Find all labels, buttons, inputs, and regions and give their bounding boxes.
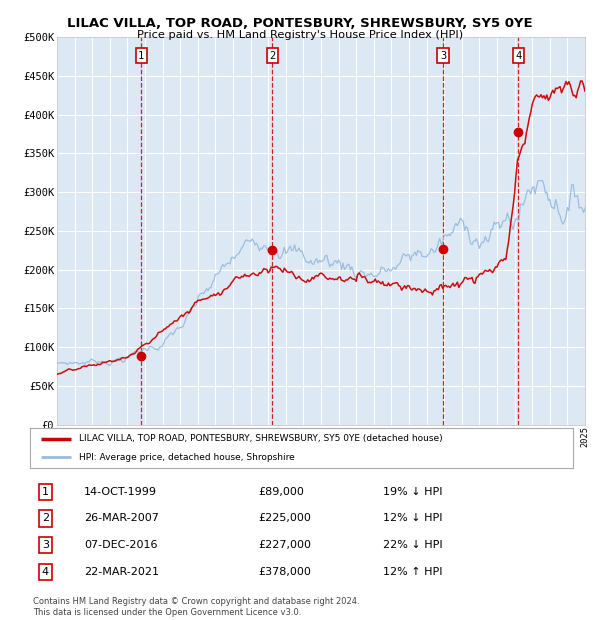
Text: LILAC VILLA, TOP ROAD, PONTESBURY, SHREWSBURY, SY5 0YE: LILAC VILLA, TOP ROAD, PONTESBURY, SHREW… bbox=[67, 17, 533, 30]
Text: 1: 1 bbox=[138, 51, 145, 61]
Text: Contains HM Land Registry data © Crown copyright and database right 2024.
This d: Contains HM Land Registry data © Crown c… bbox=[33, 598, 359, 617]
Text: £378,000: £378,000 bbox=[258, 567, 311, 577]
Text: Price paid vs. HM Land Registry's House Price Index (HPI): Price paid vs. HM Land Registry's House … bbox=[137, 30, 463, 40]
Text: HPI: Average price, detached house, Shropshire: HPI: Average price, detached house, Shro… bbox=[79, 453, 295, 462]
Text: 4: 4 bbox=[515, 51, 521, 61]
Text: £225,000: £225,000 bbox=[258, 513, 311, 523]
Text: LILAC VILLA, TOP ROAD, PONTESBURY, SHREWSBURY, SY5 0YE (detached house): LILAC VILLA, TOP ROAD, PONTESBURY, SHREW… bbox=[79, 434, 442, 443]
Text: £89,000: £89,000 bbox=[258, 487, 304, 497]
Text: 2: 2 bbox=[41, 513, 49, 523]
Text: 4: 4 bbox=[41, 567, 49, 577]
Text: 19% ↓ HPI: 19% ↓ HPI bbox=[383, 487, 442, 497]
Text: 26-MAR-2007: 26-MAR-2007 bbox=[85, 513, 159, 523]
Text: 12% ↓ HPI: 12% ↓ HPI bbox=[383, 513, 442, 523]
Text: 07-DEC-2016: 07-DEC-2016 bbox=[85, 540, 158, 550]
Text: 12% ↑ HPI: 12% ↑ HPI bbox=[383, 567, 442, 577]
Text: 3: 3 bbox=[440, 51, 446, 61]
Text: 1: 1 bbox=[42, 487, 49, 497]
Text: 14-OCT-1999: 14-OCT-1999 bbox=[85, 487, 157, 497]
Text: 22-MAR-2021: 22-MAR-2021 bbox=[85, 567, 160, 577]
Text: 3: 3 bbox=[42, 540, 49, 550]
Text: 22% ↓ HPI: 22% ↓ HPI bbox=[383, 540, 443, 550]
Text: 2: 2 bbox=[269, 51, 275, 61]
Text: £227,000: £227,000 bbox=[258, 540, 311, 550]
